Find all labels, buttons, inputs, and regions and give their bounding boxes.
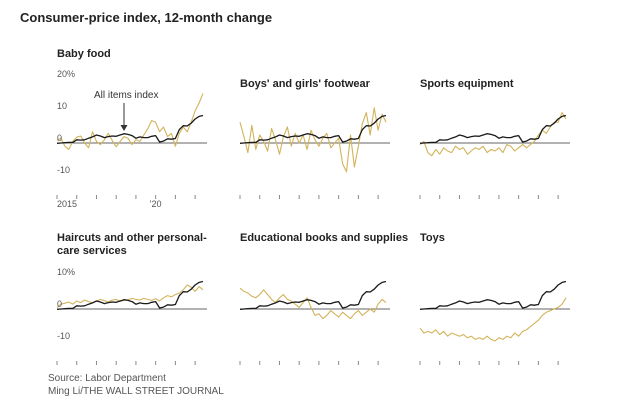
panel-title-footwear: Boys' and girls' footwear xyxy=(240,78,370,90)
panel-title-haircuts: Haircuts and other personal-care service… xyxy=(57,232,207,257)
panel-title-sports-equipment: Sports equipment xyxy=(420,78,514,90)
all-items-series-line xyxy=(239,280,387,310)
category-series-line xyxy=(419,112,567,157)
all-items-series-line xyxy=(56,114,204,144)
category-series-line xyxy=(239,287,387,320)
chart-title: Consumer-price index, 12-month change xyxy=(20,10,273,25)
category-series-line xyxy=(419,297,567,342)
y-tick-label: 10% xyxy=(57,267,75,277)
all-items-series-line xyxy=(239,114,387,144)
annotation-arrowhead xyxy=(120,125,128,131)
panel-title-toys: Toys xyxy=(420,232,445,244)
y-tick-label: -10 xyxy=(57,331,70,341)
category-series-line xyxy=(56,284,204,308)
panel-title-educational-books: Educational books and supplies xyxy=(240,232,409,244)
y-tick-label: 10 xyxy=(57,101,67,111)
y-tick-label: -10 xyxy=(57,165,70,175)
x-tick-label: '20 xyxy=(150,199,162,209)
panel-title-baby-food: Baby food xyxy=(57,48,111,60)
y-tick-label: 20% xyxy=(57,69,75,79)
category-series-line xyxy=(56,93,204,150)
all-items-series-line xyxy=(419,114,567,144)
all-items-series-line xyxy=(56,280,204,310)
x-tick-label: 2015 xyxy=(57,199,77,209)
credit-note: Ming Li/THE WALL STREET JOURNAL xyxy=(48,386,224,397)
all-items-series-line xyxy=(419,280,567,310)
y-tick-label: 0 xyxy=(57,133,62,143)
y-tick-label: 0 xyxy=(57,299,62,309)
annotation-label: All items index xyxy=(94,90,158,101)
source-note: Source: Labor Department xyxy=(48,373,166,384)
